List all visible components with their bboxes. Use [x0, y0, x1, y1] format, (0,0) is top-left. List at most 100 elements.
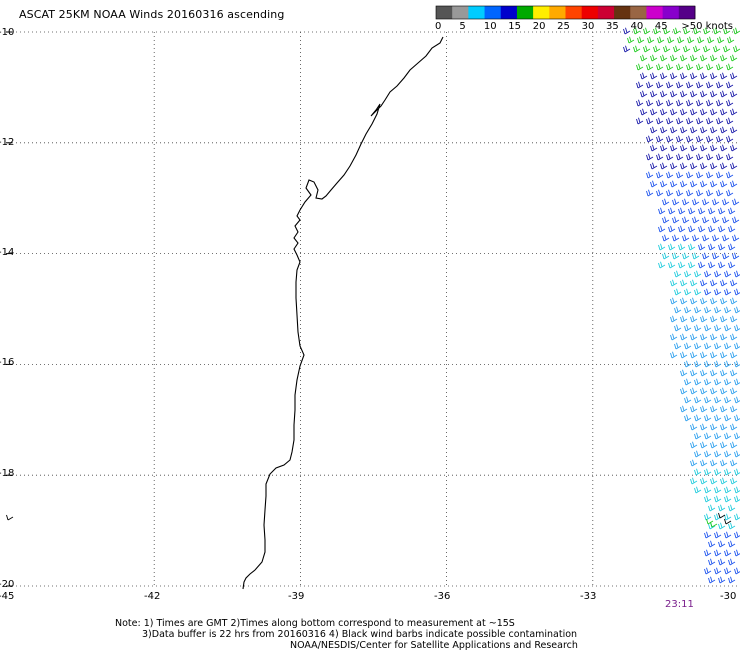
lat-label-16: -16 — [0, 358, 14, 368]
colorbar-swatch — [436, 6, 453, 19]
wind-barb — [667, 172, 674, 178]
wind-barb — [687, 190, 694, 196]
wind-barb — [707, 172, 714, 178]
wind-barb — [701, 127, 708, 133]
wind-barb — [705, 307, 712, 313]
wind-barb — [711, 163, 718, 169]
wind-barb — [685, 343, 692, 349]
wind-barb — [725, 487, 732, 493]
wind-barb — [695, 451, 702, 457]
colorbar — [436, 6, 695, 19]
colorbar-swatch — [679, 6, 696, 19]
wind-barb — [701, 55, 708, 61]
wind-barb — [659, 262, 666, 268]
wind-barb — [697, 100, 704, 106]
wind-barb — [687, 136, 694, 142]
wind-barb — [721, 352, 728, 358]
wind-barb — [677, 64, 684, 70]
wind-barb — [641, 55, 648, 61]
wind-barb — [715, 289, 722, 295]
wind-barb — [707, 519, 714, 524]
wind-barb — [681, 388, 688, 394]
wind-barb — [715, 496, 722, 502]
wind-barb — [707, 154, 714, 160]
wind-barb — [735, 325, 740, 331]
wind-barb — [637, 64, 644, 70]
wind-barb — [715, 487, 722, 493]
wind-barb — [721, 388, 728, 394]
wind-barb — [709, 577, 716, 583]
wind-barb — [661, 127, 668, 133]
map-frame — [8, 32, 739, 586]
wind-barb — [677, 172, 684, 178]
wind-barb — [651, 163, 658, 169]
wind-barb — [671, 352, 678, 358]
timestamp: 23:11 — [665, 599, 694, 610]
wind-barb — [685, 415, 692, 421]
colorbar-label: 35 — [606, 22, 619, 32]
wind-barb — [705, 496, 712, 502]
wind-barb — [731, 424, 738, 430]
wind-barb — [657, 190, 664, 196]
wind-barb — [731, 280, 738, 286]
wind-barb — [718, 37, 725, 43]
wind-barb — [693, 235, 700, 241]
wind-barb — [701, 442, 708, 448]
wind-barb — [701, 280, 708, 286]
wind-barb — [735, 343, 740, 349]
wind-barb — [705, 397, 712, 403]
wind-barb — [711, 181, 718, 187]
wind-barb — [691, 478, 698, 484]
wind-barb — [683, 217, 690, 223]
wind-barb — [707, 64, 714, 70]
wind-barb — [719, 523, 726, 529]
wind-barb — [707, 100, 714, 106]
wind-barb — [715, 469, 722, 475]
wind-barb — [685, 379, 692, 385]
wind-barb — [711, 388, 718, 394]
wind-barb — [681, 280, 688, 286]
wind-barb — [701, 460, 708, 466]
wind-barb — [669, 262, 676, 268]
wind-barb — [719, 559, 726, 565]
wind-barb — [671, 280, 678, 286]
wind-barb — [681, 127, 688, 133]
colorbar-swatch — [566, 6, 583, 19]
wind-barb — [731, 163, 738, 169]
note-line-1: Note: 1) Times are GMT 2)Times along bot… — [115, 618, 515, 629]
wind-barb — [725, 451, 732, 457]
wind-barb — [721, 424, 728, 430]
wind-barb — [684, 46, 691, 52]
wind-barb — [719, 577, 726, 583]
wind-barb — [675, 307, 682, 313]
colorbar-label: 15 — [508, 22, 521, 32]
wind-barb — [701, 91, 708, 97]
wind-barb — [705, 271, 712, 277]
wind-barb — [711, 370, 718, 376]
colorbar-label: 10 — [484, 22, 497, 32]
colorbar-swatch — [533, 6, 550, 19]
wind-barb — [657, 100, 664, 106]
wind-barb — [669, 208, 676, 214]
wind-barb — [711, 127, 718, 133]
wind-barb — [701, 424, 708, 430]
wind-barb — [691, 370, 698, 376]
wind-barb — [661, 73, 668, 79]
colorbar-swatch — [663, 6, 680, 19]
wind-barb — [713, 253, 720, 259]
wind-barb — [721, 370, 728, 376]
wind-barb — [735, 451, 740, 457]
wind-barb — [677, 190, 684, 196]
wind-barb — [641, 91, 648, 97]
wind-barb — [691, 91, 698, 97]
wind-barb — [681, 163, 688, 169]
wind-barb — [668, 37, 675, 43]
wind-barb — [673, 217, 680, 223]
lon-label-42: -42 — [144, 592, 160, 602]
wind-barb — [691, 388, 698, 394]
wind-barb — [691, 334, 698, 340]
wind-barb — [705, 343, 712, 349]
wind-barb — [717, 82, 724, 88]
wind-barb — [725, 361, 732, 367]
